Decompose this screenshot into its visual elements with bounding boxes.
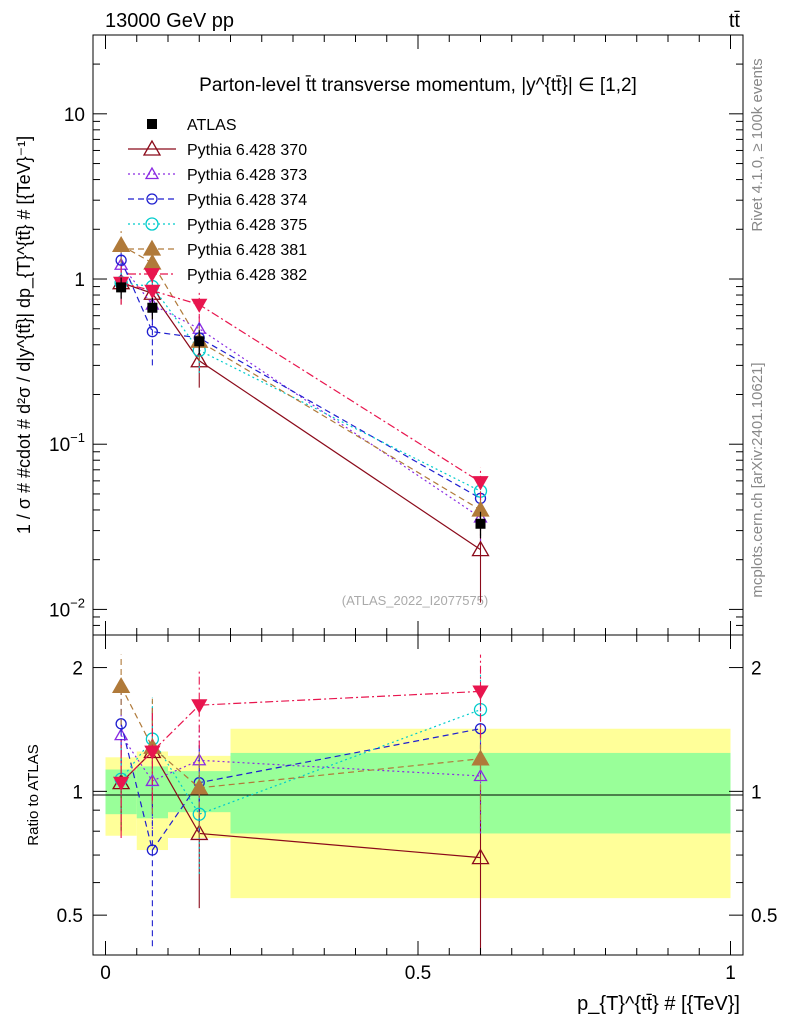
data-point (475, 518, 486, 529)
series-point (144, 284, 161, 299)
ratio-y-tick-label-right: 0.5 (751, 906, 777, 927)
main-series-layer (112, 231, 490, 603)
ratio-plot-panel: 0.5 0.51 12 2 0 0.5 1 Ratio to ATLAS p_{T}^{t… (25, 634, 777, 1015)
series-point (115, 254, 127, 266)
series-point (191, 298, 208, 313)
series-line (120, 244, 481, 511)
legend: ATLAS Pythia 6.428 370 Pythia 6.428 373 Pyt… (128, 117, 307, 284)
site-label: mcplots.cern.ch [arXiv:2401.10621] (749, 362, 766, 597)
y-tick-base: 10 (64, 105, 85, 126)
ratio-y-tick-label-right: 2 (751, 659, 762, 680)
y-tick-base: 10 (49, 435, 70, 456)
analysis-watermark: (ATLAS_2022_I2077575) (342, 593, 488, 608)
legend-marker (142, 139, 162, 156)
ratio-series-line (120, 734, 481, 782)
series-line (120, 282, 481, 483)
legend-label: Pythia 6.428 375 (187, 217, 307, 234)
series-point (471, 540, 490, 557)
y-tick-base: 1 (74, 270, 85, 291)
process-label: tt̄ (729, 10, 741, 32)
ratio-point (190, 824, 209, 841)
series-line (121, 282, 481, 492)
series-point (146, 326, 159, 338)
data-point (194, 336, 205, 347)
x-tick-label: 0 (100, 963, 111, 984)
ratio-y-axis-label: Ratio to ATLAS (25, 744, 42, 845)
ratio-point (115, 718, 127, 730)
ratio-y-tick-label: 0.5 (57, 906, 83, 927)
plot-title: Parton-level t̄t transverse momentum, |y… (199, 75, 637, 96)
ratio-point (471, 848, 490, 865)
ratio-point (472, 685, 489, 700)
main-x-ticks (105, 35, 731, 635)
ratio-point (146, 844, 159, 856)
ratio-point (144, 745, 161, 760)
ratio-series-line (120, 690, 481, 784)
y-tick-label: 10−1 (49, 430, 85, 456)
legend-label: Pythia 6.428 373 (187, 167, 307, 184)
y-tick-base: 10 (49, 600, 70, 621)
ratio-point (112, 677, 131, 694)
legend-label: Pythia 6.428 374 (187, 192, 307, 209)
series-point (112, 235, 131, 252)
legend-label: Pythia 6.428 382 (187, 267, 307, 284)
y-tick-exponent: −1 (70, 430, 85, 445)
ratio-series-line (120, 686, 481, 789)
ratio-point (113, 776, 130, 791)
rivet-label: Rivet 4.1.0, ≥ 100k events (749, 58, 766, 231)
y-tick-label: 10 (64, 105, 85, 126)
legend-marker (143, 268, 161, 283)
series-point (143, 253, 162, 270)
ratio-y-tick-label: 2 (72, 659, 83, 680)
main-y-axis-label: 1 / σ # #cdot # d²σ / d|y^{tt̄}| dp_{T}^… (14, 136, 35, 534)
x-tick-label: 1 (725, 963, 736, 984)
legend-label: Pythia 6.428 381 (187, 242, 307, 259)
data-point (147, 302, 158, 313)
y-tick-label: 1 (74, 270, 85, 291)
series-point (472, 476, 489, 491)
y-tick-label: 10−2 (49, 595, 85, 621)
y-tick-exponent: −2 (70, 595, 85, 610)
ratio-x-ticks: 0 0.5 1 (100, 635, 736, 984)
series-line (120, 259, 481, 499)
ratio-y-ticks: 0.5 0.5 1 1 2 2 (57, 659, 777, 956)
legend-marker-atlas (147, 119, 157, 129)
ratio-point (190, 778, 209, 795)
ratio-series-layer (112, 654, 490, 955)
legend-label-atlas: ATLAS (187, 117, 237, 134)
legend-label: Pythia 6.428 370 (187, 142, 307, 159)
main-plot-panel: Parton-level t̄t transverse momentum, |y… (14, 34, 744, 636)
ratio-point (473, 768, 488, 782)
x-tick-label: 0.5 (405, 963, 431, 984)
ratio-point (145, 773, 160, 787)
ratio-point (471, 749, 490, 766)
legend-marker (144, 166, 160, 180)
ratio-series-line (120, 723, 481, 852)
series-line (120, 282, 481, 551)
legend-marker (146, 193, 158, 205)
x-axis-label: p_{T}^{tt̄} # [{TeV}] (577, 993, 740, 1015)
legend-marker (145, 217, 159, 231)
ratio-point (192, 807, 206, 821)
energy-label: 13000 GeV pp (105, 10, 234, 32)
ratio-y-tick-label: 1 (72, 782, 83, 803)
ratio-point (191, 699, 208, 714)
ratio-series-line (120, 709, 481, 815)
legend-marker (142, 239, 162, 256)
data-point (116, 282, 127, 293)
ratio-y-tick-label-right: 1 (751, 782, 762, 803)
series-line (120, 264, 481, 519)
